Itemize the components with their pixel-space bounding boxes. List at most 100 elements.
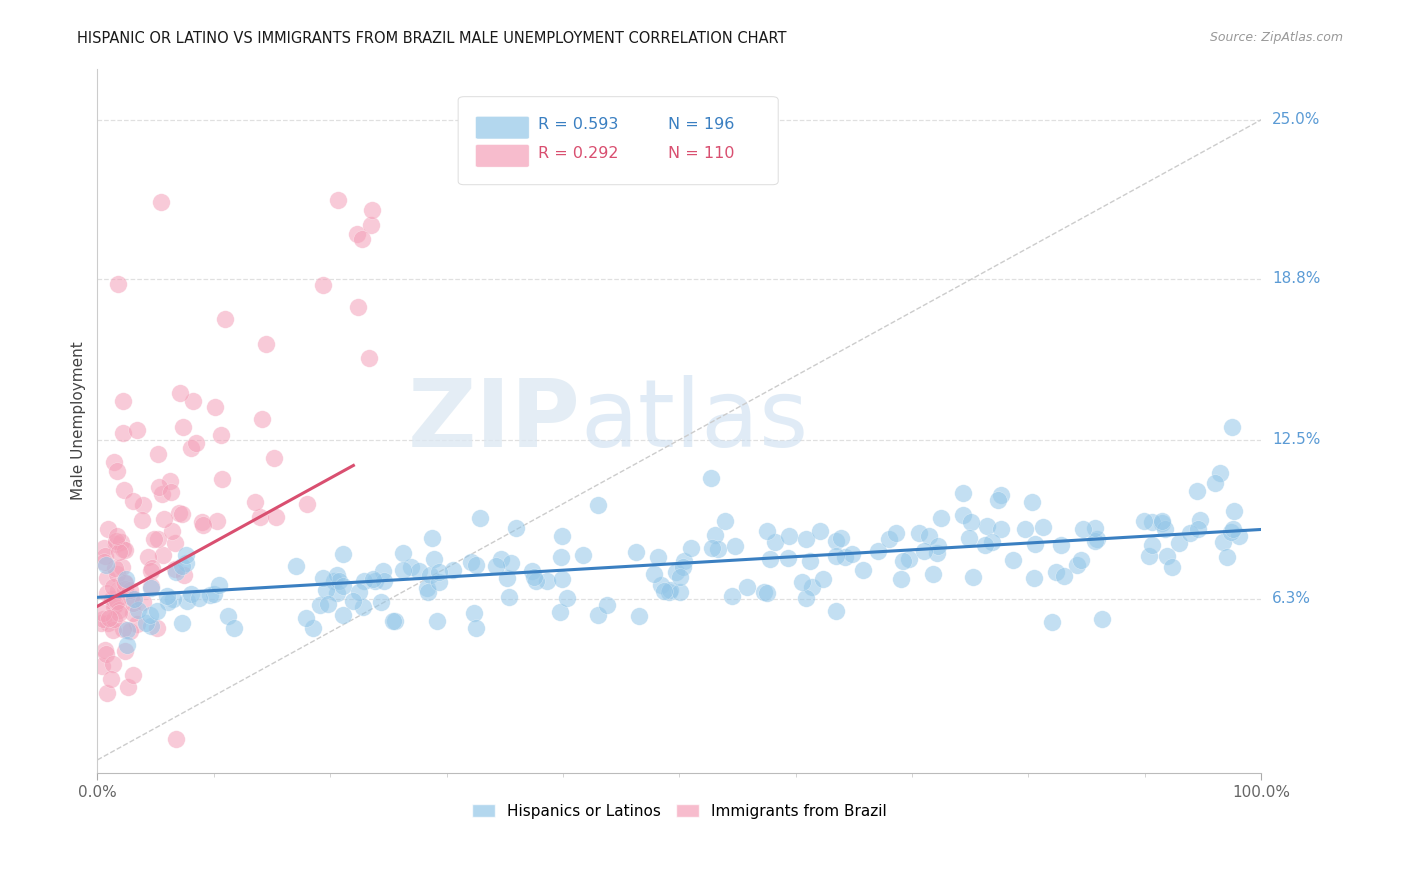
Point (778, 529, 800, 543)
Point (323, 574, 346, 589)
Point (169, 385, 191, 400)
Point (664, 566, 686, 580)
Legend: Hispanics or Latinos, Immigrants from Brazil: Hispanics or Latinos, Immigrants from Br… (465, 797, 893, 825)
Point (146, 621, 169, 635)
Point (159, 475, 181, 489)
Point (401, 560, 423, 574)
Point (551, 529, 574, 543)
Point (328, 574, 350, 588)
Point (120, 582, 142, 597)
Point (1040, 615, 1063, 629)
Point (165, 566, 187, 580)
Point (700, 471, 723, 485)
Point (96, 571, 118, 585)
Point (830, 532, 852, 546)
Point (121, 606, 143, 620)
Point (555, 591, 578, 605)
Point (922, 567, 945, 582)
Point (264, 510, 287, 524)
Point (141, 561, 163, 575)
Point (214, 312, 236, 326)
Point (359, 351, 381, 366)
Point (302, 621, 325, 635)
Point (650, 578, 672, 592)
Point (166, 732, 188, 747)
Point (1083, 521, 1105, 535)
Point (117, 638, 139, 652)
Point (332, 608, 354, 623)
Point (153, 512, 176, 526)
Point (927, 540, 949, 554)
Point (1189, 513, 1212, 527)
Point (115, 623, 138, 637)
Point (392, 546, 415, 560)
Point (756, 586, 779, 600)
Point (669, 570, 692, 584)
Point (1150, 514, 1173, 528)
Point (139, 581, 162, 595)
Point (170, 558, 193, 573)
Point (180, 441, 202, 455)
Point (169, 506, 191, 520)
Point (1220, 420, 1243, 434)
Point (160, 485, 183, 500)
Point (205, 514, 228, 528)
Point (311, 277, 333, 292)
Point (103, 612, 125, 626)
Point (1049, 538, 1071, 552)
Point (647, 549, 669, 564)
Point (426, 614, 449, 628)
Point (813, 572, 835, 586)
Point (659, 582, 682, 597)
Point (1154, 522, 1177, 536)
Text: ZIP: ZIP (408, 375, 581, 467)
Point (756, 524, 779, 538)
Point (976, 519, 998, 533)
Text: HISPANIC OR LATINO VS IMMIGRANTS FROM BRAZIL MALE UNEMPLOYMENT CORRELATION CHART: HISPANIC OR LATINO VS IMMIGRANTS FROM BR… (77, 31, 787, 46)
Point (342, 593, 364, 607)
Point (111, 560, 134, 574)
Point (312, 571, 335, 585)
Point (1140, 515, 1163, 529)
Point (112, 575, 135, 590)
Point (974, 538, 997, 552)
Point (105, 567, 128, 582)
Point (1185, 484, 1208, 499)
Point (673, 554, 696, 568)
Point (249, 509, 271, 524)
Point (898, 551, 921, 566)
Point (884, 525, 907, 540)
Point (536, 574, 558, 589)
Point (484, 558, 506, 573)
Point (373, 574, 395, 588)
Point (952, 508, 974, 522)
Text: 6.3%: 6.3% (1272, 591, 1312, 606)
Point (353, 574, 375, 589)
Point (148, 480, 170, 494)
Point (326, 567, 349, 582)
Point (146, 605, 169, 619)
Point (112, 483, 135, 497)
Point (496, 571, 519, 585)
Point (918, 529, 941, 543)
Point (222, 621, 245, 635)
Point (172, 420, 194, 434)
Point (263, 451, 285, 466)
Point (180, 587, 202, 601)
Point (122, 592, 145, 607)
Point (107, 277, 129, 291)
Point (465, 621, 488, 635)
Point (1053, 568, 1076, 582)
Point (1014, 522, 1036, 536)
Point (498, 591, 520, 605)
Point (1215, 550, 1237, 565)
Point (111, 394, 134, 409)
Point (408, 564, 430, 578)
Point (1132, 514, 1154, 528)
Point (841, 547, 863, 561)
Point (652, 584, 675, 599)
Point (572, 548, 595, 562)
Point (112, 425, 135, 440)
Point (96, 558, 118, 572)
Point (499, 556, 522, 570)
